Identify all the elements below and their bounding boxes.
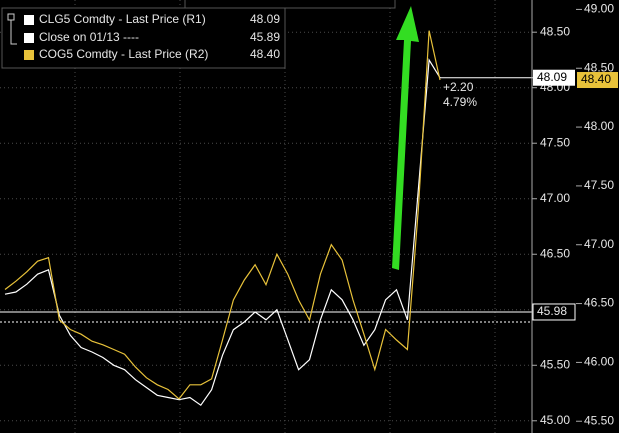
- y2-tick-label: 46.00: [584, 355, 614, 369]
- y-tick-label: 45.50: [540, 357, 570, 371]
- plot: [0, 30, 533, 407]
- legend-label: CLG5 Comdty - Last Price (R1): [39, 12, 206, 26]
- axes: 45.00 45.50 46.00 46.50 47.00 47.50 48.00 48.50…: [532, 2, 618, 427]
- y2-tick-label: 46.50: [584, 296, 614, 310]
- value-box-label: 45.98: [537, 304, 567, 318]
- legend-icon: [7, 13, 17, 45]
- y-tick-label: 47.50: [540, 135, 570, 149]
- y2-tick-label: 47.00: [584, 237, 614, 251]
- legend-value: 45.89: [250, 30, 280, 44]
- last-price-label: 48.09: [537, 70, 567, 84]
- legend-value: 48.40: [250, 47, 280, 61]
- grid: [0, 0, 532, 433]
- legend-label: COG5 Comdty - Last Price (R2): [39, 47, 208, 61]
- change-pct: 4.79%: [443, 95, 477, 109]
- y2-tick-label: 47.50: [584, 178, 614, 192]
- legend-value: 48.09: [250, 12, 280, 26]
- series-line: [4, 58, 441, 407]
- last-price-box: [577, 72, 618, 89]
- top-tab: [184, 0, 396, 9]
- last-price-label: 48.40: [581, 72, 611, 86]
- series-line: [4, 30, 441, 400]
- legend-swatch: [24, 33, 34, 43]
- y2-tick-label: 48.50: [584, 60, 614, 74]
- legend-label: Close on 01/13 ----: [39, 30, 139, 44]
- arrow: [392, 6, 419, 270]
- y2-tick-label: 49.00: [584, 2, 614, 16]
- y2-tick-label: 45.50: [584, 413, 614, 427]
- y2-tick-label: 48.00: [584, 119, 614, 133]
- y-tick-label: 46.50: [540, 246, 570, 260]
- change: +2.20: [443, 80, 474, 94]
- y-tick-label: 47.00: [540, 191, 570, 205]
- y-tick-label: 45.00: [540, 413, 570, 427]
- value-box: [532, 303, 576, 321]
- y-tick-label: 48.50: [540, 24, 570, 38]
- legend: CLG5 Comdty - Last Price (R1) 48.09 Clos…: [1, 7, 286, 69]
- legend-box: [1, 7, 286, 69]
- legend-swatch: [24, 15, 34, 25]
- last-price-box: [533, 69, 575, 86]
- legend-swatch: [24, 50, 34, 60]
